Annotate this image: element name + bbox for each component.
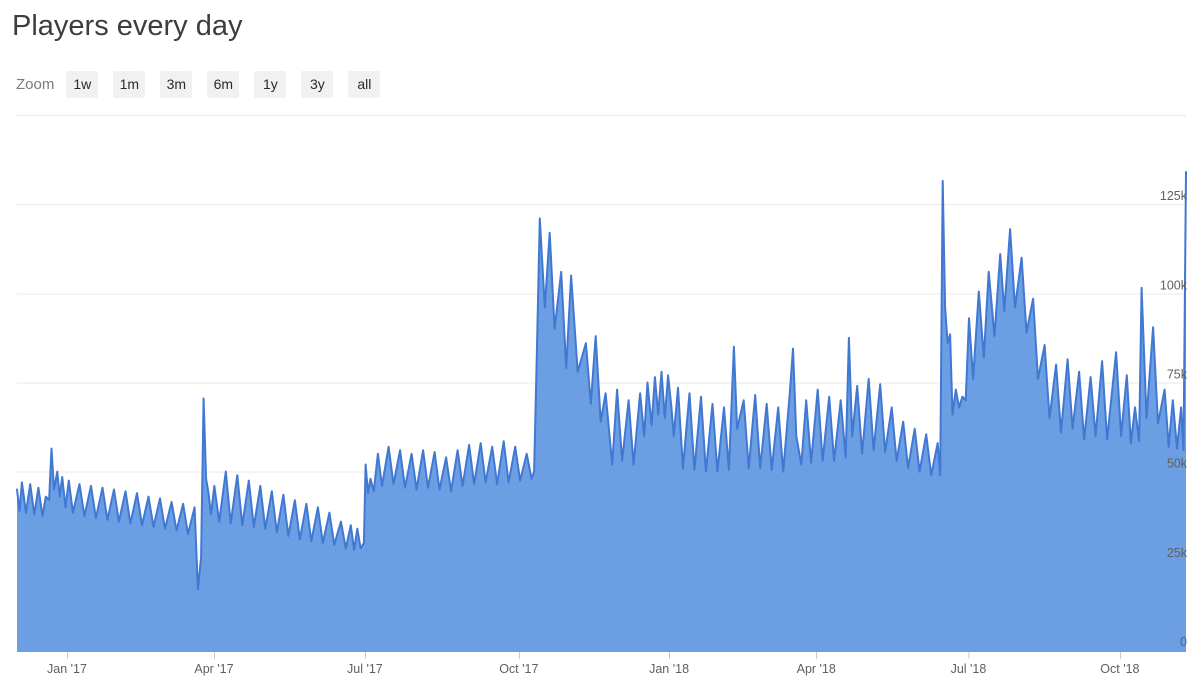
y-axis-label-50k: 50k [1167, 457, 1188, 471]
y-axis-label-0: 0 [1180, 635, 1187, 649]
zoom-button-1y[interactable]: 1y [254, 71, 287, 98]
y-axis-label-75k: 75k [1167, 367, 1188, 381]
zoom-button-1w[interactable]: 1w [66, 71, 99, 98]
x-axis-label-1: Apr '17 [194, 662, 233, 676]
zoom-button-6m[interactable]: 6m [207, 71, 240, 98]
x-axis-label-7: Oct '18 [1100, 662, 1139, 676]
x-axis-label-0: Jan '17 [47, 662, 87, 676]
x-axis-label-6: Jul '18 [951, 662, 987, 676]
zoom-label: Zoom [16, 76, 55, 93]
zoom-button-3y[interactable]: 3y [301, 71, 334, 98]
zoom-button-all[interactable]: all [348, 71, 381, 98]
y-axis-label-100k: 100k [1160, 278, 1188, 292]
zoom-range-toolbar: Zoom 1w 1m 3m 6m 1y 3y all [16, 71, 395, 98]
x-axis-label-5: Apr '18 [797, 662, 836, 676]
players-line [16, 171, 1187, 591]
x-axis-label-3: Oct '17 [499, 662, 538, 676]
x-axis-label-2: Jul '17 [347, 662, 383, 676]
zoom-button-1m[interactable]: 1m [113, 71, 146, 98]
page-title: Players every day [12, 10, 243, 42]
y-axis-label-25k: 25k [1167, 546, 1188, 560]
zoom-button-3m[interactable]: 3m [160, 71, 193, 98]
x-axis-label-4: Jan '18 [649, 662, 689, 676]
y-axis-label-125k: 125k [1160, 189, 1188, 203]
